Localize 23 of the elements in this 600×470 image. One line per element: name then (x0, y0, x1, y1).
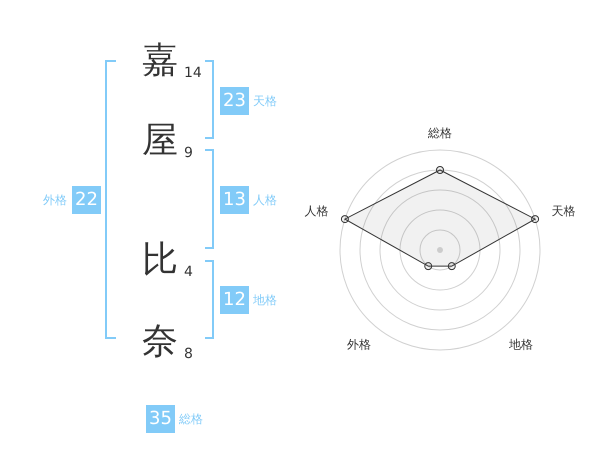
spoke-label: 地格 (508, 338, 533, 352)
text: 地格 (253, 292, 277, 308)
text: 12 (220, 286, 249, 314)
category-label: 比 (141, 239, 179, 280)
text: 13 (220, 186, 249, 214)
category-label: 奈 (141, 321, 179, 362)
spoke-label: 総格 (427, 126, 452, 140)
data-label: 14 (184, 65, 202, 81)
text: 外格 (43, 192, 67, 208)
text: 天格 (253, 92, 277, 108)
text: 23 (220, 86, 249, 114)
text: 総格 (179, 411, 203, 427)
text: 35 (146, 405, 175, 433)
spoke-label: 天格 (551, 204, 576, 218)
category-label: 屋 (141, 120, 179, 161)
spoke-label: 外格 (347, 338, 372, 352)
data-label: 9 (184, 145, 193, 161)
text: 人格 (253, 192, 277, 208)
data-label: 8 (184, 346, 193, 362)
category-label: 嘉 (141, 40, 179, 81)
data-label: 4 (184, 264, 193, 280)
text: 22 (72, 186, 101, 214)
spoke-label: 人格 (304, 204, 329, 218)
